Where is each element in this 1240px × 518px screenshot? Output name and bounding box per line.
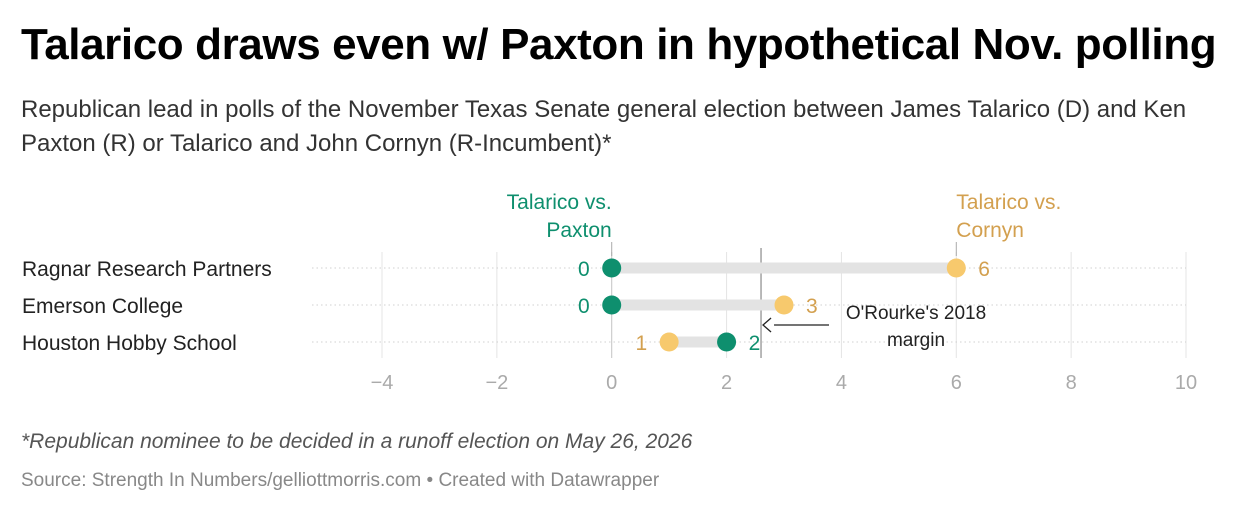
source-text: Source: Strength In Numbers/gelliottmorr… <box>21 470 422 491</box>
series-label-paxton: Paxton <box>546 219 611 242</box>
x-tick-label: −4 <box>371 372 394 394</box>
x-tick-label: 6 <box>951 372 962 394</box>
x-tick-label: −2 <box>485 372 508 394</box>
dot-cornyn <box>659 332 679 352</box>
x-tick-label: 4 <box>836 372 847 394</box>
separator-dot: • <box>426 470 434 491</box>
annotation-arrowhead <box>762 317 772 333</box>
dot-cornyn <box>774 295 794 315</box>
value-label-cornyn: 1 <box>635 332 647 355</box>
category-label: Emerson College <box>22 295 183 318</box>
series-label-paxton: Talarico vs. <box>507 191 612 214</box>
dot-cornyn <box>946 258 966 278</box>
dot-paxton <box>717 332 737 352</box>
dot-paxton <box>602 258 622 278</box>
dot-layer <box>602 258 966 352</box>
category-label: Ragnar Research Partners <box>22 258 272 281</box>
datawrapper-credit[interactable]: Created with Datawrapper <box>438 470 660 491</box>
reference-annotation: margin <box>887 330 945 351</box>
x-tick-label: 10 <box>1175 372 1197 394</box>
range-bar-layer <box>611 262 957 348</box>
series-label-cornyn: Cornyn <box>956 219 1024 242</box>
reference-annotation: O'Rourke's 2018 <box>846 303 986 324</box>
dot-paxton <box>602 295 622 315</box>
category-label: Houston Hobby School <box>22 332 237 355</box>
series-label-cornyn: Talarico vs. <box>956 191 1061 214</box>
x-tick-label: 0 <box>606 372 617 394</box>
value-label-paxton: 2 <box>749 332 761 355</box>
chart-subtitle: Republican lead in polls of the November… <box>21 96 1187 157</box>
footnote: *Republican nominee to be decided in a r… <box>21 430 693 453</box>
value-label-cornyn: 6 <box>978 258 990 281</box>
x-tick-label: 2 <box>721 372 732 394</box>
value-label-paxton: 0 <box>578 258 590 281</box>
source-line: Source: Strength In Numbers/gelliottmorr… <box>21 470 659 492</box>
x-tick-label: 8 <box>1066 372 1077 394</box>
value-label-cornyn: 3 <box>806 295 818 318</box>
chart-title: Talarico draws even w/ Paxton in hypothe… <box>21 20 1217 69</box>
value-label-paxton: 0 <box>578 295 590 318</box>
